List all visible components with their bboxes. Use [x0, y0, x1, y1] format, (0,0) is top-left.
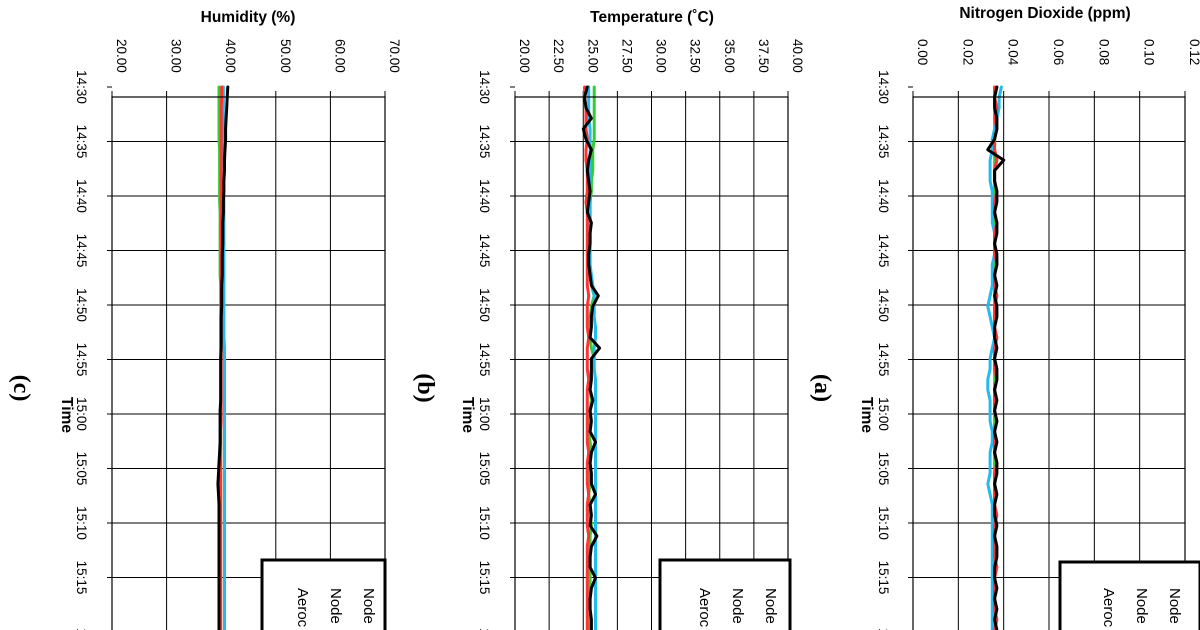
time-tick-label: 15:10	[876, 506, 891, 540]
panel-label: (a)	[809, 374, 835, 402]
value-tick-label: 32.50	[688, 39, 703, 73]
legend-box	[1058, 560, 1200, 630]
legend-entry: Aeroc	[294, 588, 311, 628]
time-tick-label: 15:00	[74, 397, 89, 431]
chart-title: Humidity (%)	[201, 9, 296, 26]
time-tick-label: 15:00	[477, 397, 492, 431]
value-tick-label: 0.02	[960, 39, 975, 65]
series-line-4	[581, 85, 602, 630]
value-tick-label: 35.00	[722, 39, 737, 73]
time-tick-label: 15:05	[477, 452, 492, 486]
panel-b: 20.00 22.50 25.00 27.50 30.00 32.50 35.00 37.50…	[412, 9, 805, 630]
time-tick-label: 14:55	[876, 343, 891, 377]
time-tick-label: 14:40	[74, 179, 89, 213]
x-axis-label: Time	[459, 397, 476, 433]
time-tick-label: 14:50	[876, 288, 891, 322]
value-tick-label: 70.00	[387, 39, 402, 73]
time-tick-label: 15:15	[74, 561, 89, 595]
time-tick-label: 15:15	[876, 561, 891, 595]
value-tick-label: 0.12	[1187, 39, 1200, 65]
value-tick-label: 25.00	[585, 39, 600, 73]
time-tick-label: 14:30	[477, 70, 492, 104]
time-tick-label: 1	[477, 628, 492, 630]
time-tick-label: 14:35	[477, 125, 492, 159]
time-tick-label: 14:35	[876, 125, 891, 159]
series-line-4	[986, 85, 1006, 630]
value-tick-label: 30.00	[654, 39, 669, 73]
time-tick-label: 14:45	[876, 234, 891, 268]
plot-frame	[111, 96, 386, 630]
series-line-3	[986, 85, 1003, 630]
value-tick-label: 40.00	[790, 39, 805, 73]
plot-area	[112, 97, 385, 630]
time-tick-label: 15:15	[477, 561, 492, 595]
plot-frame	[514, 96, 789, 630]
panel-c: 20.00 30.00 40.00 50.00 60.00 70.00 14:30 14:35…	[8, 9, 402, 630]
time-tick-label: 15:00	[876, 397, 891, 431]
panel-a: 0.00 0.02 0.04 0.06 0.08 0.10 0.12 14:30 14:35 14…	[809, 5, 1200, 630]
time-tick-label: 1	[876, 628, 891, 630]
legend-entry: Node	[327, 588, 344, 624]
time-tick-label: 14:50	[477, 288, 492, 322]
value-tick-label: 27.50	[619, 39, 634, 73]
value-tick-label: 37.50	[756, 39, 771, 73]
value-tick-label: 0.00	[915, 39, 930, 65]
series-line-4	[216, 85, 230, 630]
time-tick-label: 14:40	[477, 179, 492, 213]
time-tick-label: 14:45	[74, 234, 89, 268]
legend-entry: Aeroc	[696, 588, 713, 628]
legend-entry: Node	[729, 588, 746, 624]
value-tick-label: 0.06	[1051, 39, 1066, 65]
legend-entry: Node	[1166, 588, 1183, 624]
legend-entry: Node	[762, 588, 779, 624]
legend-box	[658, 558, 792, 630]
time-tick-label: 14:30	[876, 70, 891, 104]
x-axis-label: Time	[58, 397, 75, 433]
x-axis-label: Time	[858, 397, 875, 433]
value-tick-label: 0.10	[1142, 39, 1157, 65]
panel-label: (c)	[8, 375, 34, 402]
chart-title: Temperature (˚C)	[590, 9, 714, 26]
value-tick-label: 20.00	[114, 39, 129, 73]
value-tick-label: 0.08	[1096, 39, 1111, 65]
time-tick-label: 14:50	[74, 288, 89, 322]
panel-label: (b)	[412, 373, 438, 402]
legend-entry: Aeroc	[1100, 588, 1117, 628]
time-tick-label: 14:35	[74, 125, 89, 159]
legend-entry: Node	[1133, 588, 1150, 624]
value-tick-label: 50.00	[278, 39, 293, 73]
value-tick-label: 40.00	[223, 39, 238, 73]
chart-title: Nitrogen Dioxide (ppm)	[959, 5, 1130, 22]
time-tick-label: 15:05	[876, 452, 891, 486]
plot-frame	[912, 96, 1186, 630]
time-tick-label: 14:55	[477, 343, 492, 377]
time-tick-label: 14:30	[74, 70, 89, 104]
value-tick-label: 0.04	[1006, 39, 1021, 66]
legend-box	[260, 558, 387, 630]
time-tick-label: 14:55	[74, 343, 89, 377]
time-tick-label: 14:40	[876, 179, 891, 213]
value-tick-label: 22.50	[551, 39, 566, 73]
time-tick-label: 1	[74, 628, 89, 630]
value-tick-label: 30.00	[169, 39, 184, 73]
time-tick-label: 15:10	[477, 506, 492, 540]
time-tick-label: 14:45	[477, 234, 492, 268]
value-tick-label: 20.00	[517, 39, 532, 73]
time-tick-label: 15:05	[74, 452, 89, 486]
legend-entry: Node	[360, 588, 377, 624]
time-tick-label: 15:10	[74, 506, 89, 540]
value-tick-label: 60.00	[332, 39, 347, 73]
